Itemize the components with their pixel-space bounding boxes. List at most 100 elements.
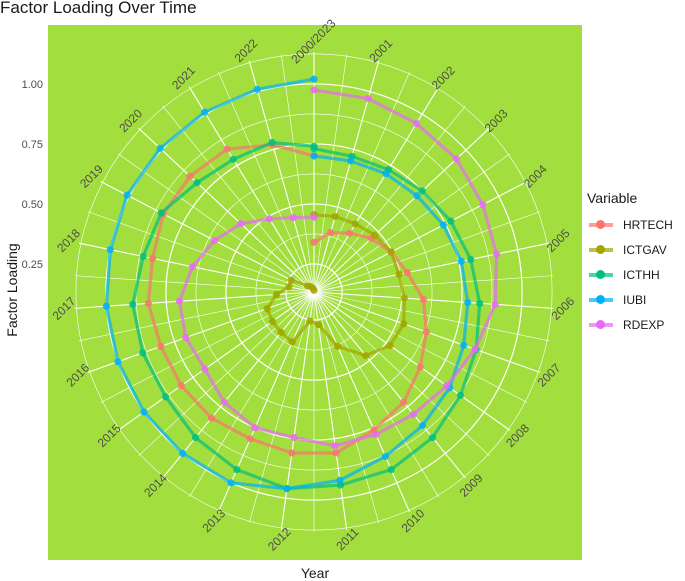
series-line-iubi xyxy=(104,77,470,491)
minor-gridline-spoke xyxy=(162,105,315,293)
data-point-iubi xyxy=(457,257,465,265)
data-point-icthh xyxy=(456,391,465,399)
data-point-hrtech xyxy=(223,145,231,153)
legend-item-icthh: ICTHH xyxy=(587,262,673,287)
minor-gridline-spoke xyxy=(313,291,528,403)
data-point-iubi xyxy=(439,221,447,229)
legend-item-rdexp: RDEXP xyxy=(587,312,673,337)
data-point-rdexp xyxy=(471,345,479,353)
data-point-rdexp xyxy=(188,263,197,271)
data-point-rdexp xyxy=(201,365,209,373)
legend-key xyxy=(587,294,615,306)
minor-gridline-spoke xyxy=(313,275,554,293)
legend-key xyxy=(587,269,615,281)
data-point-iubi xyxy=(156,144,164,152)
minor-gridline-spoke xyxy=(117,153,315,293)
data-point-ictgav xyxy=(371,231,379,239)
data-point-hrtech xyxy=(419,295,428,304)
major-gridline-spoke xyxy=(87,291,315,373)
data-point-icthh xyxy=(233,466,241,474)
data-point-ictgav xyxy=(263,305,271,313)
data-point-hrtech xyxy=(144,299,152,307)
minor-gridline-spoke xyxy=(313,105,466,293)
data-point-hrtech xyxy=(310,238,318,246)
data-point-iubi xyxy=(179,449,187,458)
data-point-iubi xyxy=(336,476,344,484)
data-point-rdexp xyxy=(479,200,487,209)
major-gridline-spoke xyxy=(138,127,315,293)
series-line-rdexp xyxy=(177,88,499,448)
data-point-iubi xyxy=(310,75,318,83)
minor-gridline-spoke xyxy=(313,71,410,293)
data-point-iubi xyxy=(114,358,122,366)
y-tick-label: 0.75 xyxy=(22,139,43,151)
major-gridline-spoke xyxy=(117,291,315,431)
data-point-icthh xyxy=(139,252,147,261)
data-point-ictgav xyxy=(386,341,394,350)
data-point-rdexp xyxy=(265,215,274,223)
data-point-ictgav xyxy=(351,220,360,228)
minor-gridline-spoke xyxy=(313,291,550,342)
data-point-hrtech xyxy=(327,229,335,237)
legend-label: ICTGAV xyxy=(623,242,667,257)
data-point-iubi xyxy=(227,479,235,487)
data-point-rdexp xyxy=(289,213,297,222)
minor-gridline-spoke xyxy=(281,54,315,293)
data-point-iubi xyxy=(381,452,390,461)
data-point-hrtech xyxy=(157,342,165,351)
data-point-ictgav xyxy=(395,270,403,278)
data-point-rdexp xyxy=(491,300,499,308)
data-point-ictgav xyxy=(400,294,408,302)
minor-gridline-spoke xyxy=(313,291,490,457)
data-point-hrtech xyxy=(422,328,430,336)
data-point-rdexp xyxy=(182,333,190,342)
data-point-rdexp xyxy=(364,94,372,103)
data-point-iubi xyxy=(140,408,148,416)
data-point-ictgav xyxy=(400,320,408,328)
data-point-iubi xyxy=(347,157,355,165)
data-point-icthh xyxy=(129,300,137,308)
data-point-iubi xyxy=(413,192,421,200)
data-point-ictgav xyxy=(331,212,339,221)
data-point-rdexp xyxy=(443,382,451,390)
data-point-hrtech xyxy=(346,229,354,237)
y-tick-label: 0.25 xyxy=(22,259,43,271)
data-point-icthh xyxy=(428,433,437,442)
minor-gridline-spoke xyxy=(313,211,541,293)
data-point-icthh xyxy=(310,142,318,150)
major-gridline-spoke xyxy=(313,242,550,293)
data-point-iubi xyxy=(201,108,209,116)
data-point-icthh xyxy=(157,209,165,217)
minor-gridline-spoke xyxy=(218,71,315,293)
data-point-hrtech xyxy=(332,449,340,457)
data-point-hrtech xyxy=(186,172,194,180)
data-point-iubi xyxy=(418,421,427,430)
data-point-hrtech xyxy=(148,254,157,263)
data-point-icthh xyxy=(191,433,200,442)
major-gridline-spoke xyxy=(78,242,315,293)
data-point-iubi xyxy=(283,485,291,493)
data-point-icthh xyxy=(229,155,237,163)
data-point-icthh xyxy=(418,187,426,195)
data-point-rdexp xyxy=(251,424,259,432)
data-point-rdexp xyxy=(372,430,380,439)
minor-gridline-spoke xyxy=(313,291,439,498)
legend-key xyxy=(587,319,615,331)
data-point-ictgav xyxy=(268,317,277,325)
major-gridline-spoke xyxy=(162,291,315,479)
minor-gridline-spoke xyxy=(74,275,315,293)
data-point-iubi xyxy=(460,341,468,349)
data-point-icthh xyxy=(161,393,170,401)
data-point-ictgav xyxy=(287,276,295,284)
data-point-iubi xyxy=(253,85,261,93)
data-point-ictgav xyxy=(306,317,314,325)
data-point-iubi xyxy=(464,298,472,307)
data-point-rdexp xyxy=(175,297,184,305)
data-point-iubi xyxy=(310,152,318,160)
data-point-hrtech xyxy=(246,435,254,443)
data-point-icthh xyxy=(467,255,475,264)
data-point-ictgav xyxy=(314,320,323,329)
data-point-ictgav xyxy=(387,248,395,256)
data-point-rdexp xyxy=(310,86,318,94)
minor-gridline-spoke xyxy=(100,291,315,403)
